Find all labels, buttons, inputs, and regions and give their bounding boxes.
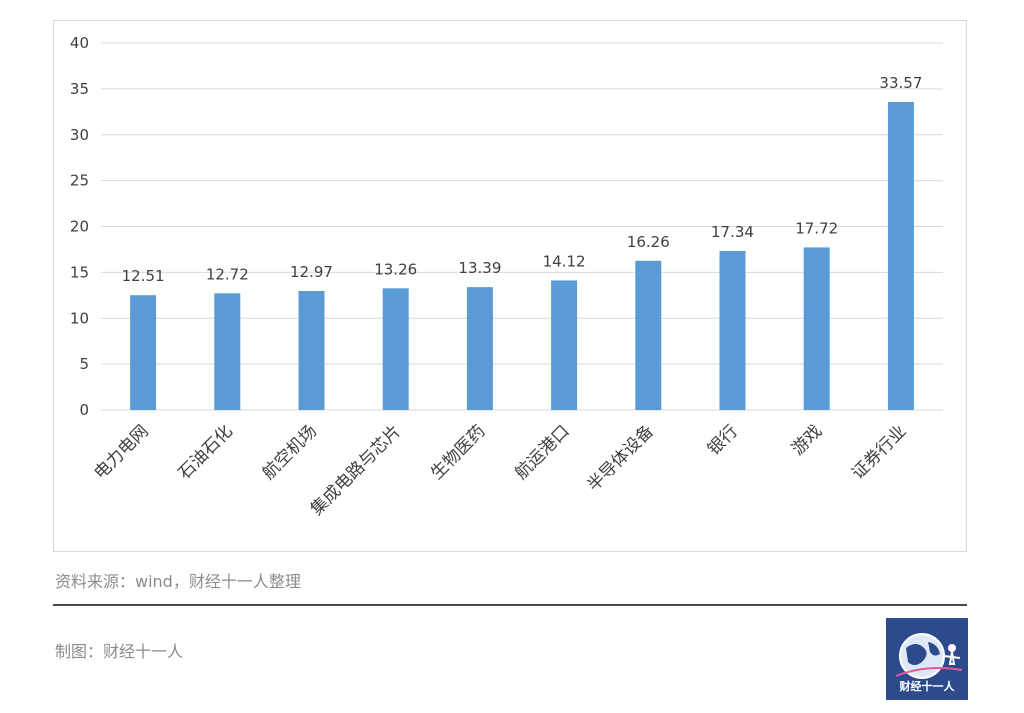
source-note: 资料来源：wind，财经十一人整理 [55, 572, 301, 591]
x-tick-label-4: 生物医药 [427, 421, 489, 483]
x-tick-label-2: 航空机场 [259, 421, 321, 483]
data-label-9: 33.57 [879, 74, 922, 92]
y-tick-label-15: 15 [70, 263, 89, 281]
x-tick-label-8: 游戏 [788, 421, 826, 459]
data-label-7: 17.34 [711, 223, 754, 241]
logo-text: 财经十一人 [899, 680, 955, 693]
bar-8 [803, 247, 830, 410]
bar-1 [214, 293, 241, 410]
x-tick-label-7: 银行 [704, 421, 742, 459]
x-tick-label-3: 集成电路与芯片 [307, 421, 405, 519]
y-tick-label-40: 40 [70, 34, 89, 52]
data-label-5: 14.12 [543, 252, 586, 270]
bar-3 [382, 288, 409, 410]
data-label-3: 13.26 [374, 260, 417, 278]
x-tick-label-6: 半导体设备 [584, 421, 658, 495]
bar-9 [887, 101, 914, 411]
y-tick-label-20: 20 [70, 218, 89, 236]
logo: 财经十一人 [886, 618, 968, 700]
data-label-6: 16.26 [627, 233, 670, 251]
divider [53, 604, 967, 606]
data-label-1: 12.72 [206, 265, 249, 283]
bar-2 [298, 291, 325, 410]
globe-icon [895, 633, 963, 679]
bar-7 [719, 250, 746, 410]
credit-note: 制图：财经十一人 [55, 642, 184, 661]
bar-5 [551, 280, 578, 410]
bar-0 [130, 295, 157, 410]
bar-6 [635, 260, 662, 410]
y-tick-label-5: 5 [79, 355, 89, 373]
x-tick-label-0: 电力电网 [90, 421, 152, 483]
data-label-0: 12.51 [122, 267, 165, 285]
bar-4 [466, 287, 493, 410]
data-label-4: 13.39 [458, 259, 501, 277]
y-tick-label-35: 35 [70, 80, 89, 98]
y-tick-label-30: 30 [70, 126, 89, 144]
y-tick-label-10: 10 [70, 309, 89, 327]
chart-frame: 0 5 10 15 20 25 30 35 40 12.51 电力电网 12.72 石油石化 12.97 航… [53, 20, 967, 552]
x-tick-label-1: 石油石化 [175, 421, 237, 483]
bar-chart: 0 5 10 15 20 25 30 35 40 12.51 电力电网 12.72 石油石化 12.97 航… [70, 34, 943, 520]
y-tick-label-25: 25 [70, 172, 89, 190]
x-tick-label-5: 航运港口 [511, 421, 573, 483]
data-label-8: 17.72 [795, 219, 838, 237]
y-tick-label-0: 0 [79, 401, 89, 419]
data-label-2: 12.97 [290, 263, 333, 281]
x-tick-label-9: 证券行业 [848, 421, 910, 483]
